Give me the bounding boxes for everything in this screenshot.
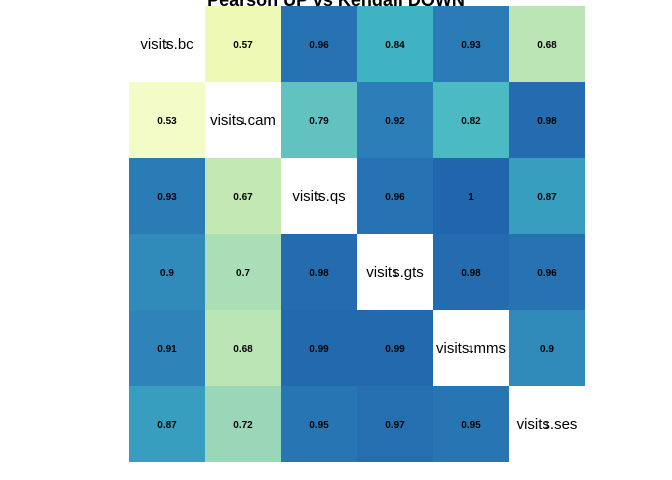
heatmap-cell [357,158,433,234]
cell-value-label: 0.7 [236,268,250,279]
heatmap-cell [509,234,585,310]
diagonal-value-label: 1 [164,40,169,50]
diagonal-cell [357,234,433,310]
heatmap-cell [205,310,281,386]
cell-value-label: 0.95 [309,420,329,431]
cell-value-label: 0.57 [233,40,253,51]
heatmap-cell [129,234,205,310]
variable-label: visits.mms [436,340,506,357]
heatmap-cell [433,158,509,234]
heatmap-cell [205,386,281,462]
heatmap-cell [357,82,433,158]
heatmap-cell [509,310,585,386]
diagonal-cell [509,386,585,462]
heatmap-cell [509,82,585,158]
heatmap-cell [433,234,509,310]
diagonal-value-label: 1 [544,420,549,430]
cell-value-label: 0.97 [385,420,405,431]
cell-value-label: 0.82 [461,116,481,127]
cell-value-label: 0.87 [537,192,557,203]
cell-value-label: 0.9 [540,344,554,355]
variable-label: visits.bc [140,36,194,53]
heatmap-cell [129,158,205,234]
cell-value-label: 0.68 [233,344,253,355]
cell-value-label: 0.96 [309,40,329,51]
cell-value-label: 0.93 [157,192,177,203]
cell-value-label: 0.96 [385,192,405,203]
cell-value-label: 1 [468,192,474,203]
cell-value-label: 0.93 [461,40,481,51]
heatmap-cell [129,82,205,158]
cell-value-label: 0.92 [385,116,405,127]
heatmap-cell [281,82,357,158]
cell-value-label: 0.91 [157,344,177,355]
heatmap-cell [281,310,357,386]
cell-value-label: 0.53 [157,116,177,127]
cell-value-label: 0.99 [309,344,329,355]
cell-value-label: 0.84 [385,40,405,51]
heatmap-cell [281,234,357,310]
diagonal-cell [129,6,205,82]
heatmap-cell [281,386,357,462]
variable-label: visits.gts [366,264,424,281]
heatmap-cell [357,310,433,386]
cell-value-label: 0.9 [160,268,174,279]
cell-value-label: 0.95 [461,420,481,431]
diagonal-value-label: 1 [468,344,473,354]
variable-label: visits.cam [210,112,276,129]
heatmap-cell [509,6,585,82]
cell-value-label: 0.98 [461,268,481,279]
heatmap-cells [129,6,585,462]
cell-value-label: 0.98 [537,116,557,127]
diagonal-cell [281,158,357,234]
diagonal-cell [433,310,509,386]
heatmap-cell [129,310,205,386]
cell-value-label: 0.72 [233,420,253,431]
heatmap-labels: visits.bc1 0.57 0.96 0.84 0.93 0.680.53 visits… [140,36,577,433]
diagonal-value-label: 1 [240,116,245,126]
cell-value-label: 0.99 [385,344,405,355]
heatmap-cell [281,6,357,82]
heatmap-cell [433,6,509,82]
heatmap-cell [357,386,433,462]
variable-label: visits.qs [292,188,345,205]
heatmap-cell [205,234,281,310]
heatmap-cell [357,6,433,82]
heatmap-cell [509,158,585,234]
heatmap-cell [433,386,509,462]
cell-value-label: 0.67 [233,192,253,203]
diagonal-value-label: 1 [392,268,397,278]
cell-value-label: 0.68 [537,40,557,51]
variable-label: visits.ses [517,416,578,433]
cell-value-label: 0.87 [157,420,177,431]
diagonal-value-label: 1 [316,192,321,202]
cell-value-label: 0.98 [309,268,329,279]
heatmap-cell [205,158,281,234]
heatmap-cell [129,386,205,462]
cell-value-label: 0.79 [309,116,329,127]
cell-value-label: 0.96 [537,268,557,279]
chart-title: Pearson UP vs Kendall DOWN [207,0,465,10]
heatmap-cell [433,82,509,158]
diagonal-cell [205,82,281,158]
heatmap-cell [205,6,281,82]
